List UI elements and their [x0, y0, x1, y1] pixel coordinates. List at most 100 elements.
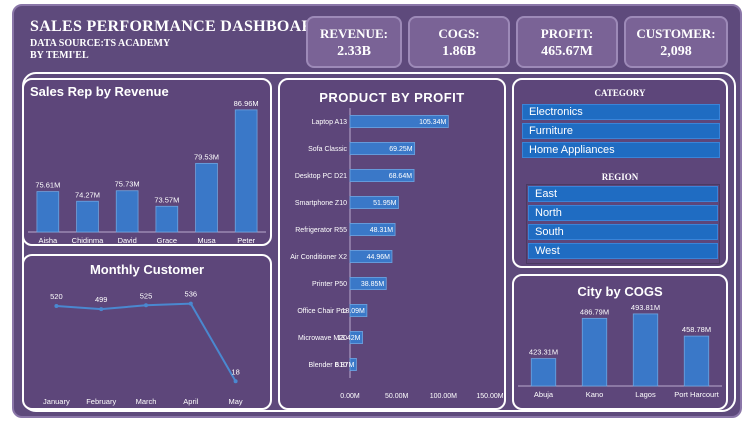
region-slicer-title: REGION — [601, 172, 639, 182]
sales-rep-bar — [76, 200, 99, 233]
region-item-north[interactable]: North — [528, 205, 718, 221]
sales-rep-tick-label: David — [118, 236, 137, 244]
product-profit-tick-label: Smartphone Z10 — [295, 200, 347, 207]
city-cogs-data-label: 458.78M — [682, 325, 711, 334]
filters-panel: CATEGORY Electronics Furniture Home Appl… — [512, 78, 728, 268]
monthly-customer-data-label: 536 — [185, 290, 198, 299]
sales-rep-tick-label: Chidinma — [72, 236, 105, 244]
author: BY TEMI'EL — [30, 50, 89, 61]
city-cogs-chart: 423.31M Abuja 486.79M Kano 493.81M Lagos 458.7… — [518, 303, 722, 399]
product-profit-data-label: 13.42M — [337, 335, 361, 342]
city-cogs-data-label: 486.79M — [580, 307, 609, 316]
region-item-east[interactable]: East — [528, 186, 718, 202]
product-profit-tick-label: Desktop PC D21 — [295, 173, 347, 180]
category-item-home-appliances[interactable]: Home Appliances — [522, 142, 720, 158]
sales-rep-data-label: 75.61M — [35, 181, 60, 190]
data-source: DATA SOURCE:TS ACADEMY — [30, 38, 171, 49]
monthly-customer-point — [54, 304, 59, 308]
product-profit-data-label: 69.25M — [389, 146, 413, 153]
product-profit-bar — [349, 304, 368, 317]
product-profit-tick-label: Sofa Classic — [308, 146, 347, 153]
product-profit-bar — [349, 115, 449, 128]
product-profit-bar — [349, 196, 399, 209]
kpi-revenue: REVENUE: 2.33B — [306, 16, 402, 68]
kpi-revenue-label: REVENUE: — [320, 26, 388, 41]
sales-rep-data-label: 79.53M — [194, 152, 219, 161]
monthly-customer-data-label: 520 — [50, 292, 63, 301]
product-profit-data-label: 48.31M — [370, 227, 394, 234]
category-item-electronics[interactable]: Electronics — [522, 104, 720, 120]
monthly-customer-panel: Monthly Customer 520 January 499 February 52… — [22, 254, 272, 410]
region-item-west[interactable]: West — [528, 243, 718, 259]
sales-rep-title: Sales Rep by Revenue — [30, 84, 169, 99]
kpi-cogs-label: COGS: — [438, 26, 480, 41]
kpi-customer: CUSTOMER: 2,098 — [624, 16, 728, 68]
monthly-customer-tick-label: February — [86, 397, 116, 406]
monthly-customer-chart: 520 January 499 February 525 March 536 April 18 M… — [43, 290, 243, 406]
product-profit-data-label: 18.09M — [342, 308, 366, 315]
city-cogs-panel: City by COGS 423.31M Abuja 486.79M Kano 493.… — [512, 274, 728, 410]
monthly-customer-point — [188, 301, 193, 306]
sales-rep-bar — [155, 205, 179, 233]
product-profit-tick-label: Office Chair Pro — [297, 308, 347, 315]
monthly-customer-point — [144, 303, 148, 308]
city-cogs-title: City by COGS — [577, 284, 663, 299]
city-cogs-tick-label: Abuja — [534, 390, 554, 399]
monthly-customer-data-label: 525 — [140, 291, 153, 300]
kpi-profit-value: 465.67M — [541, 44, 593, 59]
monthly-customer-tick-label: April — [183, 397, 198, 406]
product-profit-tick-label: Microwave M20 — [298, 335, 347, 342]
product-profit-data-label: 105.34M — [419, 119, 446, 126]
sales-rep-data-label: 74.27M — [75, 190, 100, 199]
dashboard: SALES PERFORMANCE DASHBOARD DATA SOURCE:… — [12, 4, 742, 418]
kpi-profit-label: PROFIT: — [540, 26, 594, 41]
sales-rep-tick-label: Peter — [237, 236, 255, 244]
sales-rep-chart: 75.61M Aisha 74.27M Chidinma 75.73M David 73.5… — [28, 99, 266, 244]
kpi-profit: PROFIT: 465.67M — [516, 16, 618, 68]
city-cogs-data-label: 423.31M — [529, 348, 558, 357]
sales-rep-bar — [234, 109, 258, 233]
product-profit-tick-label: Air Conditioner X2 — [290, 254, 347, 261]
city-cogs-bar — [683, 335, 710, 387]
product-profit-bar — [349, 142, 416, 155]
sales-rep-tick-label: Grace — [157, 236, 177, 244]
kpi-cogs: COGS: 1.86B — [408, 16, 510, 68]
product-profit-tick-label: Printer P50 — [312, 281, 347, 288]
category-item-furniture[interactable]: Furniture — [522, 123, 720, 139]
monthly-customer-tick-label: May — [229, 397, 243, 406]
product-profit-x-tick: 100.00M — [430, 393, 457, 400]
monthly-customer-tick-label: March — [136, 397, 157, 406]
product-profit-chart: 105.34M Laptop A13 69.25M Sofa Classic 68.64… — [290, 108, 504, 400]
product-profit-data-label: 51.95M — [373, 200, 397, 207]
dashboard-title: SALES PERFORMANCE DASHBOARD — [30, 18, 326, 35]
product-profit-data-label: 44.96M — [367, 254, 391, 261]
product-profit-panel: PRODUCT BY PROFIT 105.34M Laptop A13 69.25… — [278, 78, 506, 410]
monthly-customer-data-label: 499 — [95, 295, 108, 304]
product-profit-title: PRODUCT BY PROFIT — [319, 90, 465, 105]
monthly-customer-point — [233, 379, 238, 384]
product-profit-x-tick: 150.00M — [476, 393, 503, 400]
kpi-customer-label: CUSTOMER: — [636, 26, 716, 41]
sales-rep-data-label: 75.73M — [115, 180, 140, 189]
region-item-south[interactable]: South — [528, 224, 718, 240]
product-profit-bar — [349, 250, 393, 263]
product-profit-tick-label: Blender B10 — [308, 362, 347, 369]
product-profit-data-label: 38.85M — [361, 281, 385, 288]
product-profit-x-tick: 0.00M — [340, 393, 360, 400]
monthly-customer-line — [56, 302, 237, 382]
product-profit-bar — [349, 358, 357, 371]
product-profit-bar — [349, 277, 387, 290]
kpi-revenue-value: 2.33B — [337, 44, 371, 59]
sales-rep-panel: Sales Rep by Revenue 75.61M Aisha 74.27M Ch… — [22, 78, 272, 246]
city-cogs-bar — [632, 313, 659, 387]
region-slicer — [526, 184, 720, 264]
product-profit-bar — [349, 169, 415, 182]
monthly-customer-point — [99, 307, 104, 312]
sales-rep-tick-label: Aisha — [38, 236, 58, 244]
monthly-customer-data-label: 18 — [231, 367, 239, 376]
monthly-customer-tick-label: January — [43, 397, 70, 406]
product-profit-bar — [349, 331, 363, 344]
sales-rep-data-label: 73.57M — [154, 195, 179, 204]
kpi-customer-value: 2,098 — [660, 44, 692, 59]
product-profit-x-tick: 50.00M — [385, 393, 409, 400]
